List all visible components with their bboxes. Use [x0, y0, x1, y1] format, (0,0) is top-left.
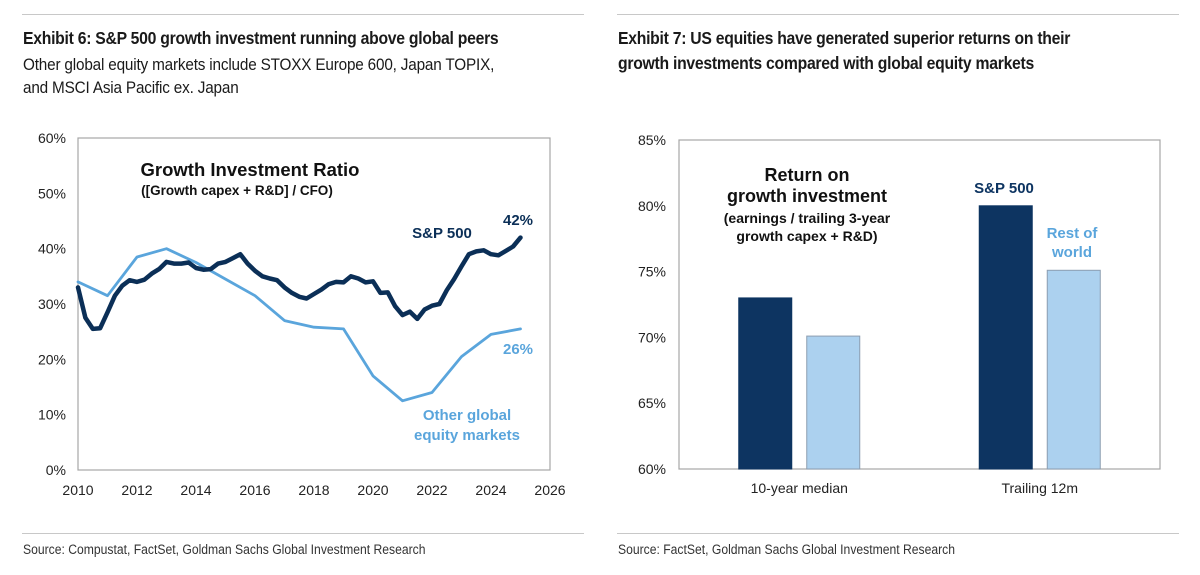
other-end-label: 26%	[503, 341, 533, 358]
top-divider	[22, 14, 584, 15]
rest-of-world-label-line1: Rest of	[1047, 225, 1099, 242]
y-tick-label: 20%	[38, 351, 66, 367]
y-tick-label: 10%	[38, 407, 66, 423]
y-tick-label: 80%	[638, 198, 666, 214]
chart-subtitle-line1: (earnings / trailing 3-year	[724, 210, 891, 226]
other-series-label-line1: Other global	[423, 407, 511, 424]
sp500-line	[75, 235, 523, 332]
bottom-divider	[22, 533, 584, 534]
exhibit-6-subtitle-line1: Other global equity markets include STOX…	[23, 55, 495, 74]
x-tick-label: 2026	[534, 482, 565, 498]
y-tick-label: 65%	[638, 395, 666, 411]
bar-chart: 60% 65% 70% 75% 80% 85% 10-year median Trailin…	[638, 132, 1161, 496]
bar-sp500	[978, 205, 1033, 470]
y-tick-label: 85%	[638, 132, 666, 148]
bar-sp500	[738, 297, 793, 470]
chart-subtitle-line2: growth capex + R&D)	[736, 228, 877, 244]
sp500-bar-label: S&P 500	[974, 180, 1034, 197]
y-tick-label: 30%	[38, 296, 66, 312]
x-tick-label: 2024	[475, 482, 506, 498]
exhibit-7-title-line1: Exhibit 7: US equities have generated su…	[618, 28, 1071, 48]
x-tick-label: 2020	[357, 482, 388, 498]
exhibit-6-title: Exhibit 6: S&P 500 growth investment run…	[23, 28, 499, 48]
other-series-label-line2: equity markets	[414, 427, 520, 444]
exhibit-7-panel: Exhibit 7: US equities have generated su…	[600, 0, 1200, 575]
chart-subtitle: ([Growth capex + R&D] / CFO)	[141, 183, 333, 198]
chart-title: Growth Investment Ratio	[141, 159, 360, 180]
rest-of-world-label-line2: world	[1051, 244, 1092, 261]
y-tick-label: 60%	[38, 130, 66, 146]
exhibit-6-subtitle-line2: and MSCI Asia Pacific ex. Japan	[23, 78, 239, 97]
exhibit-6-source: Source: Compustat, FactSet, Goldman Sach…	[23, 542, 426, 557]
sp500-end-label: 42%	[503, 212, 533, 229]
y-tick-label: 40%	[38, 241, 66, 257]
top-divider	[617, 14, 1179, 15]
sp500-series-label: S&P 500	[412, 225, 472, 242]
x-tick-label: 2022	[416, 482, 447, 498]
chart-title-line2: growth investment	[727, 186, 887, 206]
exhibit-6-panel: Exhibit 6: S&P 500 growth investment run…	[22, 14, 584, 557]
line-chart: 0% 10% 20% 30% 40% 50% 60% 2010 2012 2014 2016 201…	[38, 130, 566, 498]
x-category-label: Trailing 12m	[1001, 480, 1078, 496]
y-tick-label: 50%	[38, 185, 66, 201]
x-tick-label: 2010	[62, 482, 93, 498]
bar-rest-of-world	[806, 335, 861, 470]
x-tick-label: 2018	[298, 482, 329, 498]
x-tick-label: 2012	[121, 482, 152, 498]
y-tick-label: 60%	[638, 461, 666, 477]
exhibit-7-source: Source: FactSet, Goldman Sachs Global In…	[618, 542, 955, 557]
x-category-label: 10-year median	[751, 480, 848, 496]
y-tick-label: 75%	[638, 264, 666, 280]
exhibit-7-title-line2: growth investments compared with global …	[618, 53, 1035, 73]
bottom-divider	[617, 533, 1179, 534]
x-tick-label: 2016	[239, 482, 270, 498]
other-global-line	[76, 247, 522, 403]
x-tick-label: 2014	[180, 482, 211, 498]
y-tick-label: 70%	[638, 329, 666, 345]
y-tick-label: 0%	[46, 462, 66, 478]
chart-title-line1: Return on	[765, 165, 850, 185]
plot-frame	[678, 139, 1161, 470]
plot-frame	[77, 137, 551, 471]
bar-rest-of-world	[1046, 269, 1101, 470]
